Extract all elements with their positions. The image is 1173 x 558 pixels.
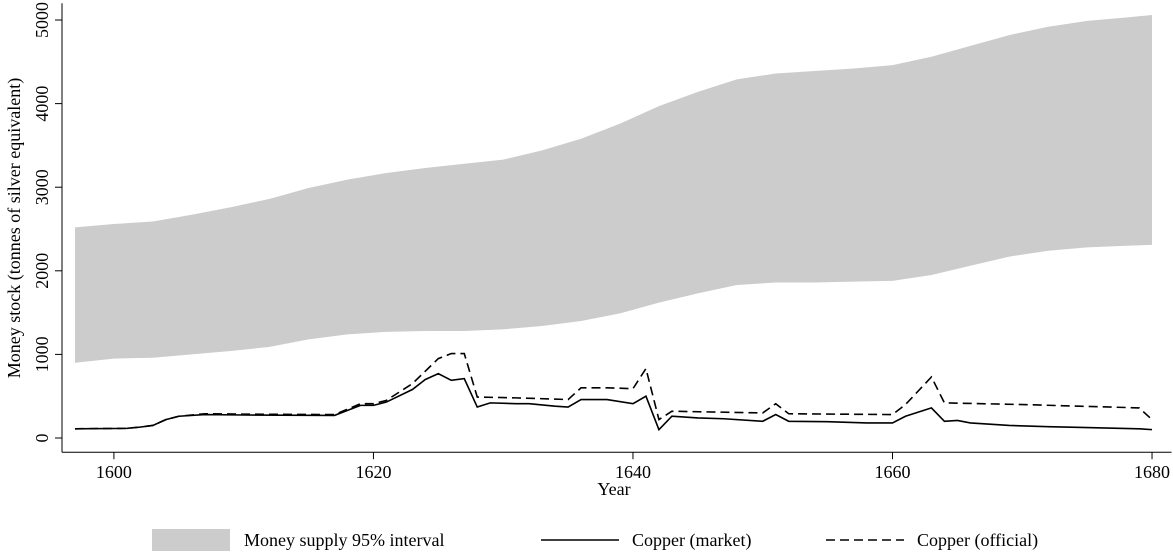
y-tick-label: 3000 — [32, 169, 52, 205]
y-tick-label: 2000 — [32, 253, 52, 289]
legend-swatch — [152, 529, 230, 551]
legend-label: Copper (official) — [917, 530, 1038, 551]
y-tick-label: 5000 — [32, 2, 52, 38]
x-tick-label: 1660 — [875, 462, 911, 482]
series-line — [74, 372, 1153, 432]
y-tick-label: 4000 — [32, 86, 52, 122]
x-tick-label: 1600 — [96, 462, 132, 482]
legend-label: Money supply 95% interval — [244, 530, 444, 550]
x-tick-label: 1640 — [615, 462, 651, 482]
x-tick-label: 1620 — [355, 462, 391, 482]
legend-label: Copper (market) — [632, 530, 751, 551]
y-tick-label: 0 — [32, 433, 52, 442]
x-axis-label: Year — [597, 479, 630, 499]
x-tick-label: 1680 — [1134, 462, 1170, 482]
y-tick-label: 1000 — [32, 336, 52, 372]
series-line — [74, 352, 1153, 430]
confidence-band — [74, 15, 1153, 363]
y-axis-label: Money stock (tonnes of silver equivalent… — [4, 78, 25, 378]
